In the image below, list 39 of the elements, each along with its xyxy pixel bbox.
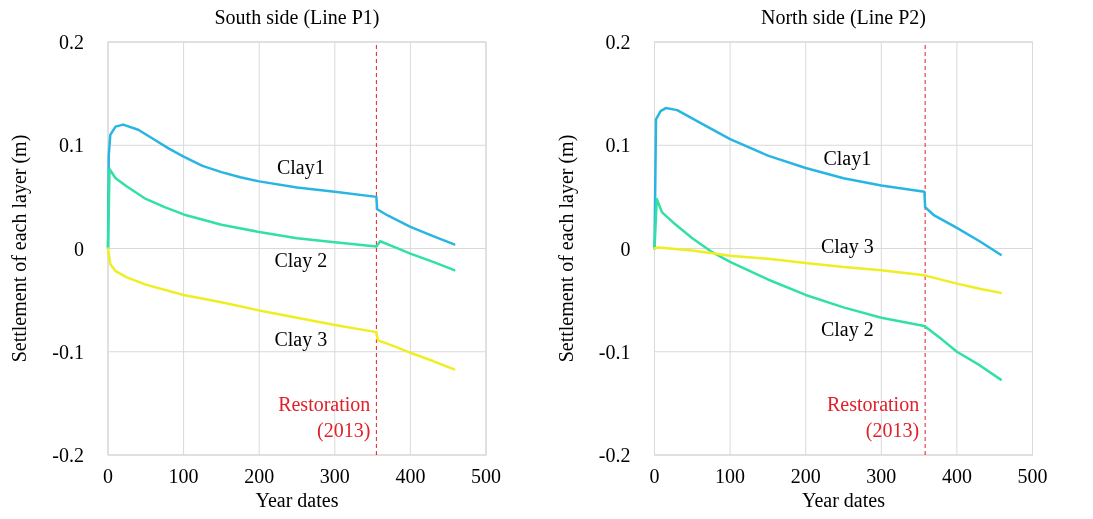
ref-line-label: Restoration (2013) <box>826 393 920 442</box>
y-tick-label: 0 <box>620 237 631 260</box>
y-tick-label: -0.2 <box>52 444 84 466</box>
y-tick-label: 0.2 <box>605 31 631 53</box>
chart-title: South side (Line P1) <box>214 6 380 29</box>
y-tick-label: -0.1 <box>598 340 631 363</box>
y-axis-title: Settlement of each layer (m) <box>554 134 578 363</box>
series-label: Clay 2 <box>274 248 328 272</box>
x-tick-label: 200 <box>244 465 275 487</box>
line-series <box>106 247 456 371</box>
x-tick-label: 500 <box>1017 465 1048 487</box>
x-tick-label: 100 <box>715 465 746 487</box>
x-tick-label: 300 <box>866 465 897 487</box>
series-label: Clay 3 <box>274 328 328 352</box>
x-tick-label: 100 <box>168 465 199 487</box>
x-tick-label: 0 <box>649 465 660 487</box>
x-axis-title: Year dates <box>802 489 886 511</box>
y-tick-label: -0.2 <box>598 444 631 466</box>
chart-title: North side (Line P2) <box>761 6 926 29</box>
y-tick-label: 0.1 <box>605 134 631 157</box>
x-tick-label: 300 <box>319 465 350 487</box>
series-label: Clay 2 <box>820 318 874 342</box>
line-series <box>653 106 1002 256</box>
series-label: Clay1 <box>276 156 325 179</box>
x-tick-label: 400 <box>941 465 972 487</box>
ref-line-label: Restoration (2013) <box>278 393 371 442</box>
x-tick-label: 500 <box>471 465 501 487</box>
x-tick-label: 400 <box>395 465 426 487</box>
series-label: Clay1 <box>823 147 872 171</box>
x-tick-label: 0 <box>103 465 113 487</box>
y-axis-title: Settlement of each layer (m) <box>8 134 31 363</box>
y-tick-label: -0.1 <box>52 340 84 363</box>
line-series <box>653 197 1002 381</box>
y-tick-label: 0.1 <box>59 134 84 157</box>
series-label: Clay 3 <box>820 235 874 259</box>
x-tick-label: 200 <box>790 465 821 487</box>
y-tick-label: 0.2 <box>59 31 84 53</box>
x-axis-title: Year dates <box>255 489 339 511</box>
y-tick-label: 0 <box>74 237 84 260</box>
